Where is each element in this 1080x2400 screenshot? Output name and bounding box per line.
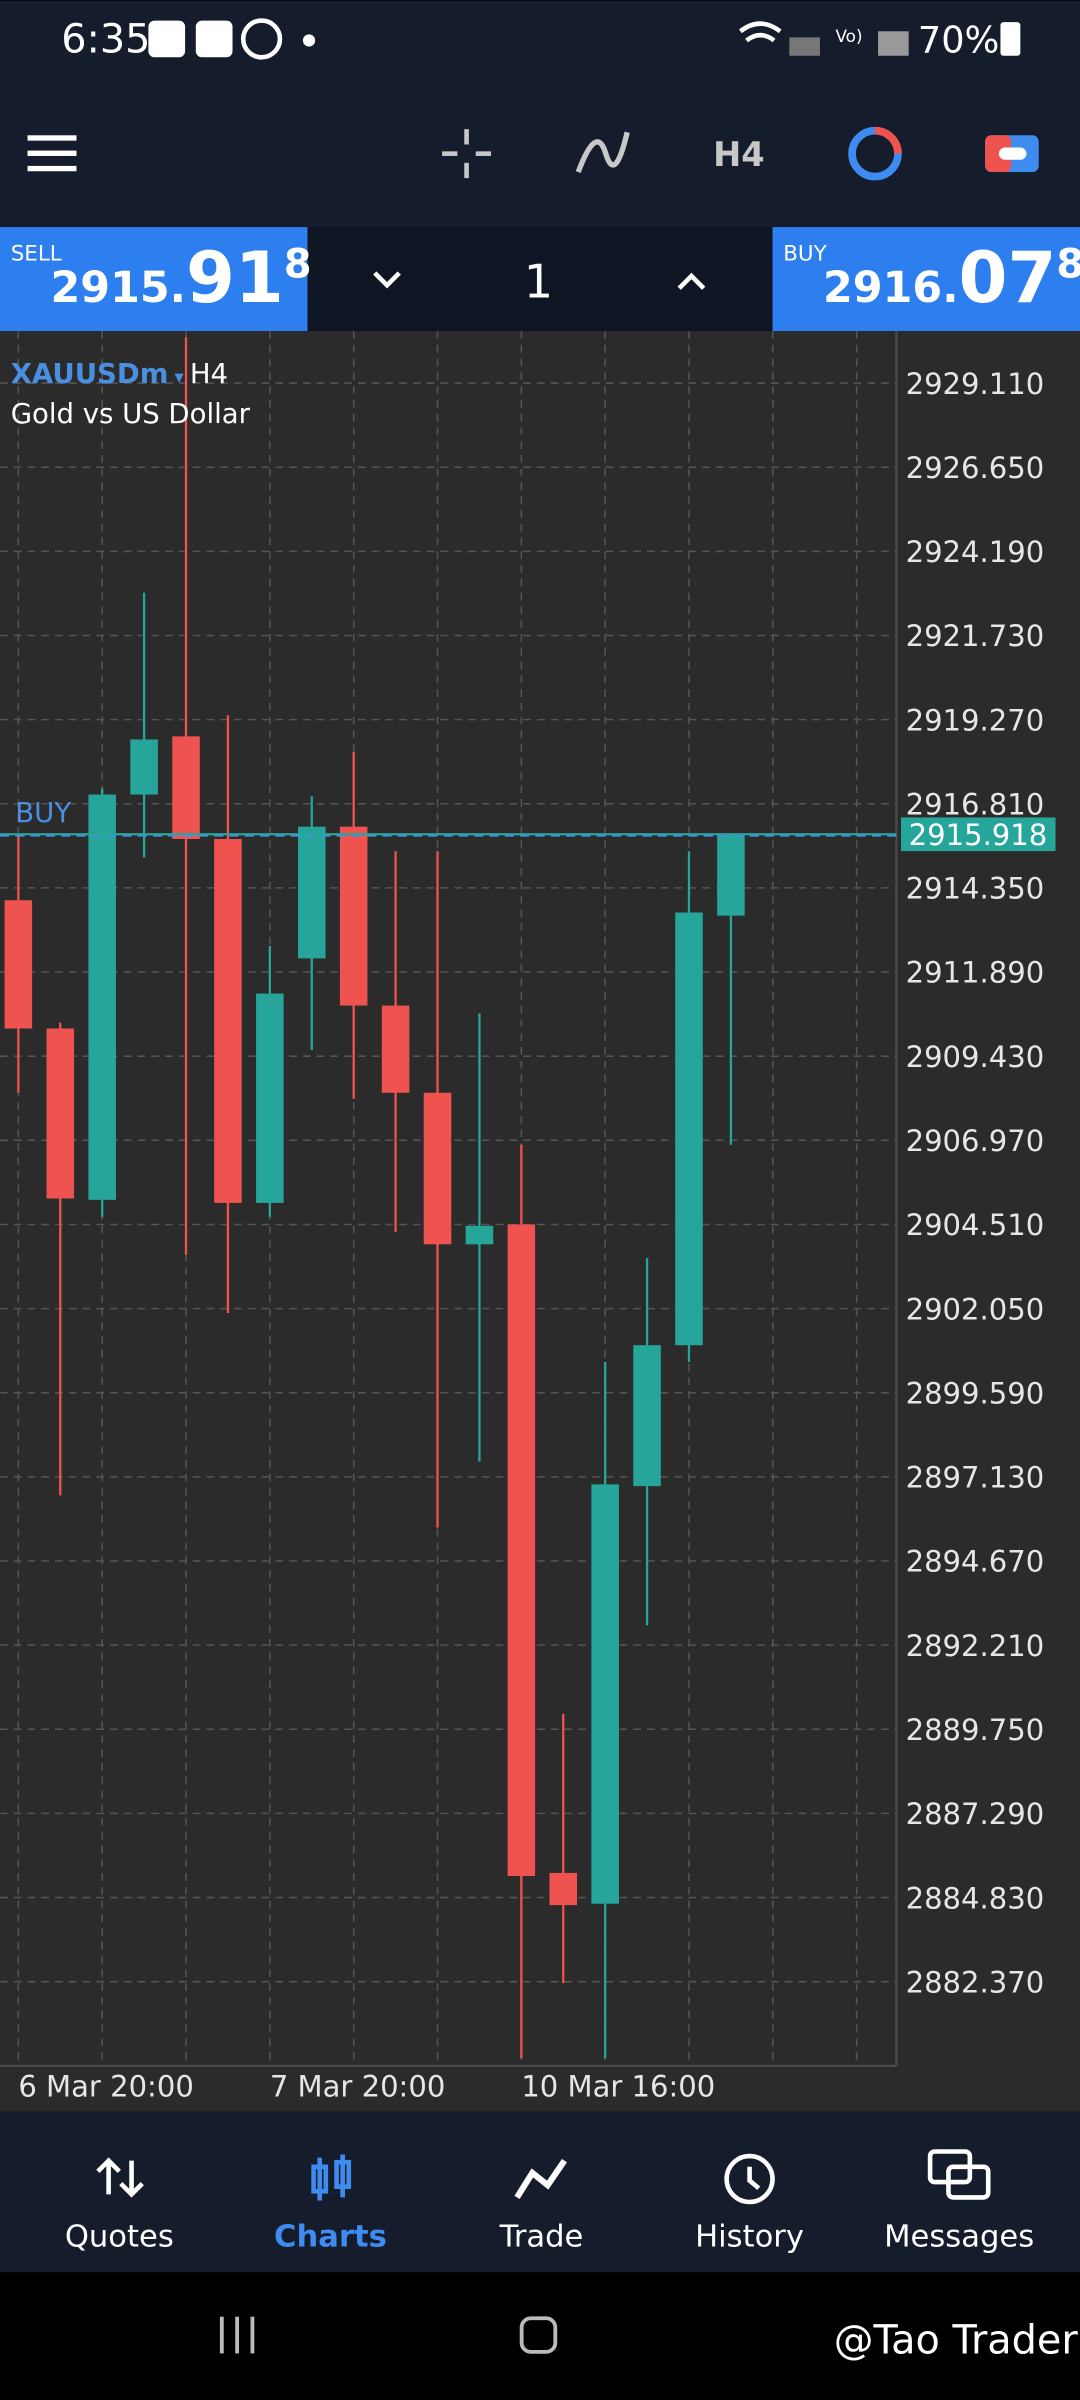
charts-icon <box>311 2154 352 2201</box>
candle-body <box>423 1092 452 1245</box>
candle-body <box>591 1484 619 1904</box>
nav-item[interactable]: Trade <box>499 2219 584 2254</box>
y-tick-label: 2897.130 <box>906 1461 1045 1495</box>
watermark: @Tao Trader <box>834 2317 1079 2363</box>
nav-item[interactable]: Quotes <box>65 2219 174 2254</box>
nav-item[interactable]: Charts <box>274 2219 387 2254</box>
quotes-icon <box>96 2157 144 2198</box>
x-tick-label: 6 Mar 20:00 <box>18 2069 193 2103</box>
candle-body <box>172 736 200 839</box>
y-tick-label: 2919.270 <box>906 703 1045 737</box>
system-nav <box>0 2272 1080 2400</box>
candle-body <box>4 900 33 1029</box>
candle-body <box>130 739 158 795</box>
y-tick-label: 2882.370 <box>906 1965 1045 1999</box>
menu-button[interactable] <box>27 135 77 172</box>
price-tag <box>901 817 1056 852</box>
buy-line-label: BUY <box>15 797 71 829</box>
chart-area <box>0 331 1080 2112</box>
x-tick-label: 10 Mar 16:00 <box>521 2069 715 2103</box>
y-tick-label: 2892.210 <box>906 1629 1045 1663</box>
y-tick-label: 2921.730 <box>906 619 1045 653</box>
buy-label: BUY <box>783 242 827 267</box>
chart-description: Gold vs US Dollar <box>11 398 251 430</box>
candle-body <box>381 1005 410 1093</box>
y-tick-label: 2884.830 <box>906 1881 1045 1915</box>
trade-icon <box>514 2158 567 2200</box>
y-tick-label: 2904.510 <box>906 1208 1045 1242</box>
candle-body <box>214 838 242 1203</box>
chart-symbol: XAUUSDm ▾ H4 <box>11 358 228 390</box>
y-tick-label: 2902.050 <box>906 1292 1045 1326</box>
candle-body <box>256 993 284 1203</box>
system-buttons[interactable] <box>219 2316 558 2354</box>
candle-body <box>465 1225 494 1245</box>
crosshair-button[interactable] <box>442 129 492 179</box>
buy-price: 2916.078 <box>823 237 1080 319</box>
timeframe-button[interactable]: H4 <box>713 135 765 174</box>
candle-body <box>297 826 326 959</box>
messages-icon <box>927 2149 991 2200</box>
svg-text:Vo): Vo) <box>835 26 862 46</box>
y-tick-label: 2889.750 <box>906 1713 1045 1747</box>
status-time: 6:35 <box>61 17 150 63</box>
candle-body <box>549 1872 578 1906</box>
candle-body <box>507 1224 536 1877</box>
battery-level: 70% <box>918 19 1000 62</box>
candle-body <box>633 1345 661 1487</box>
y-tick-label: 2909.430 <box>906 1040 1045 1074</box>
volume-up[interactable] <box>677 272 706 290</box>
x-tick-label: 7 Mar 20:00 <box>270 2069 445 2103</box>
history-icon <box>724 2153 775 2205</box>
y-tick-label: 2924.190 <box>906 535 1045 569</box>
nav-item[interactable]: History <box>695 2219 804 2254</box>
volume-down[interactable] <box>373 271 401 289</box>
candles: 2929.110 2926.650 2924.190 2921.730 2919.270… <box>0 337 1056 2103</box>
candle-body <box>675 912 703 1346</box>
nav-item[interactable]: Messages <box>884 2219 1034 2254</box>
bottom-nav <box>0 2111 1080 2273</box>
buy-button[interactable]: BUY 2916.078 <box>772 227 1080 332</box>
sell-price: 2915.918 <box>50 237 311 319</box>
y-tick-label: 2914.350 <box>906 872 1045 906</box>
y-tick-label: 2929.110 <box>906 367 1045 401</box>
status-icons: Vo) <box>148 18 1021 60</box>
y-tick-label: 2906.970 <box>906 1124 1045 1158</box>
candle-body <box>88 794 116 1200</box>
y-tick-label: 2899.590 <box>906 1376 1045 1410</box>
y-tick-label: 2926.650 <box>906 451 1045 485</box>
y-tick-label: 2887.290 <box>906 1797 1045 1831</box>
sell-button[interactable]: SELL 2915.918 <box>0 227 312 332</box>
candle-body <box>46 1028 75 1199</box>
price-tag-label: 2915.918 <box>909 818 1048 852</box>
objects-button[interactable] <box>848 126 902 181</box>
candle-body <box>717 834 745 916</box>
trade-button[interactable] <box>985 135 1039 173</box>
sell-label: SELL <box>11 242 62 267</box>
nav-labels: Quotes Charts Trade History Messages <box>65 2219 1034 2254</box>
y-tick-label: 2911.890 <box>906 956 1045 990</box>
y-tick-label: 2916.810 <box>906 787 1045 821</box>
volume[interactable]: 1 <box>524 254 553 308</box>
candle-body <box>339 826 368 1006</box>
indicators-button[interactable] <box>575 131 630 173</box>
y-tick-label: 2894.670 <box>906 1545 1045 1579</box>
